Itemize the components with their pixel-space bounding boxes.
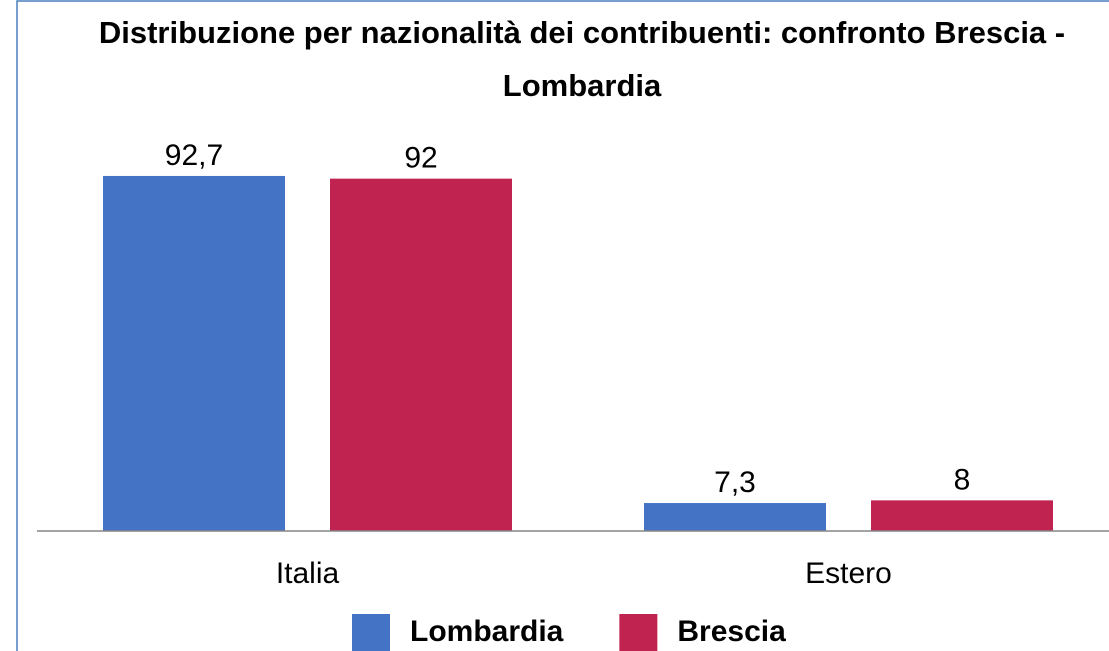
- legend-label: Lombardia: [410, 615, 564, 648]
- value-label: 7,3: [714, 466, 756, 499]
- value-label: 8: [954, 463, 971, 496]
- chart-title: Distribuzione per nazionalità dei contri…: [98, 15, 1066, 103]
- value-label: 92,7: [165, 139, 223, 172]
- legend-label: Brescia: [677, 615, 786, 648]
- legend-swatch: [352, 614, 390, 651]
- bar: [644, 503, 826, 531]
- x-tick-label: Italia: [276, 557, 340, 590]
- value-label: 92: [404, 142, 437, 175]
- bar: [330, 178, 512, 531]
- bar: [103, 175, 285, 532]
- legend-swatch: [619, 614, 658, 651]
- bar: [871, 500, 1053, 531]
- chart-border: [16, 0, 1109, 651]
- x-tick-label: Estero: [805, 557, 892, 590]
